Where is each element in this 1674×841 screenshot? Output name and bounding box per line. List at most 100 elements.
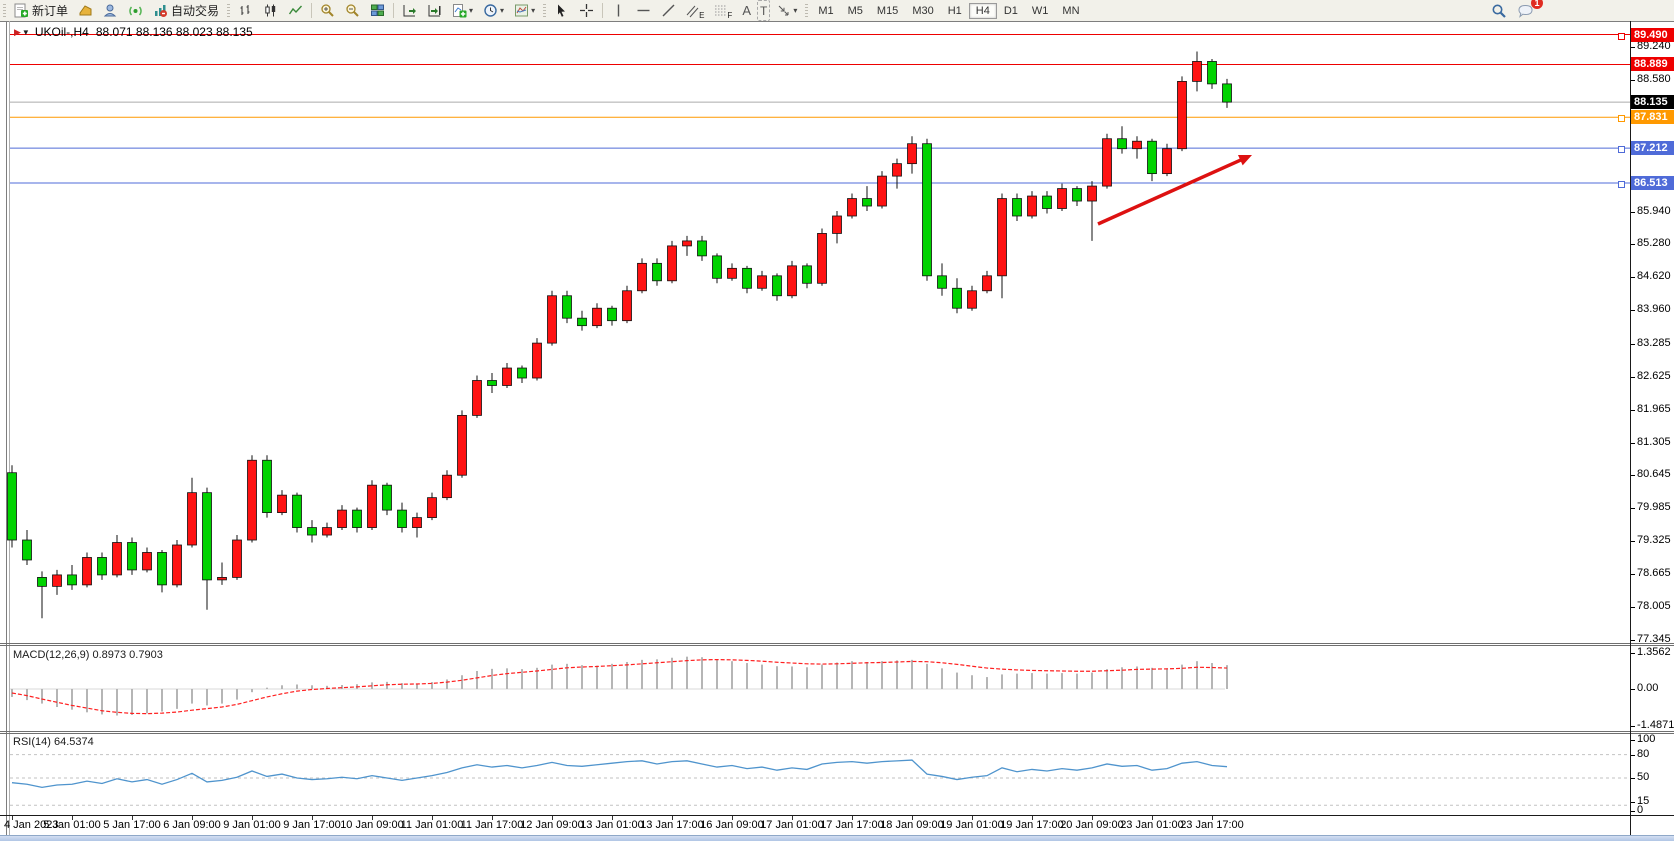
candle-bearish <box>652 258 662 286</box>
trendline-button[interactable] <box>657 0 680 21</box>
fibonacci-button[interactable]: F <box>710 0 736 21</box>
add-indicator-icon <box>453 4 467 18</box>
indicators-dropdown-icon: ▾ <box>469 6 474 15</box>
search-button[interactable] <box>1487 0 1511 21</box>
candle-bearish <box>712 253 722 284</box>
pane-splitter[interactable] <box>0 645 1674 646</box>
candle-body <box>742 267 752 289</box>
time-tick-mark <box>612 816 613 820</box>
time-axis-label: 19 Jan 01:00 <box>940 819 1004 831</box>
time-axis-label: 9 Jan 17:00 <box>283 819 341 831</box>
tab-timeframe-d1[interactable]: D1 <box>1003 4 1018 17</box>
notification-badge: 1 <box>1531 0 1543 9</box>
candle-bearish <box>697 235 707 261</box>
candle-body <box>397 509 407 528</box>
bar-chart-button[interactable] <box>234 0 257 21</box>
candle-body <box>547 295 557 344</box>
tab-timeframe-m1[interactable]: M1 <box>818 4 834 17</box>
crosshair-button[interactable] <box>575 0 598 21</box>
candlestick-chart-button[interactable] <box>259 0 282 21</box>
candle-body <box>802 265 812 284</box>
search-icon <box>1492 4 1506 18</box>
tab-timeframe-m5[interactable]: M5 <box>847 4 863 17</box>
chart-window-button[interactable] <box>74 0 97 21</box>
candle-body <box>127 542 137 571</box>
vertical-line-button[interactable] <box>607 0 630 21</box>
periods-button[interactable]: ▾ <box>479 0 508 21</box>
candle-bullish <box>877 171 887 209</box>
candle-body <box>322 527 332 536</box>
candle-bullish <box>967 285 977 311</box>
candle-bearish <box>307 520 317 543</box>
candle-bullish <box>322 522 332 538</box>
arrows-button[interactable]: ▾ <box>772 0 801 21</box>
candle-body <box>247 459 257 541</box>
candle-bearish <box>952 278 962 314</box>
template-button[interactable]: ▾ <box>510 0 539 21</box>
price-tick-label: 78.665 <box>1637 567 1671 579</box>
horizontal-line-button[interactable] <box>632 0 655 21</box>
candle-bullish <box>1177 76 1187 152</box>
pane-splitter[interactable] <box>0 643 1674 644</box>
tile-windows-button[interactable] <box>366 0 389 21</box>
candle-bullish <box>1027 191 1037 219</box>
price-tick-label: 81.305 <box>1637 436 1671 448</box>
line-chart-button[interactable] <box>284 0 307 21</box>
equidistant-channel-button[interactable]: E <box>682 0 708 21</box>
price-line-handle[interactable] <box>1618 33 1625 40</box>
time-tick-mark <box>252 816 253 820</box>
candle-body <box>562 295 572 319</box>
vertical-line-icon <box>617 4 620 17</box>
zoom-out-button[interactable] <box>341 0 364 21</box>
candle-bearish <box>922 138 932 281</box>
rsi-tick-mark <box>1630 740 1635 741</box>
tab-timeframe-w1[interactable]: W1 <box>1031 4 1049 17</box>
indicators-button[interactable]: ▾ <box>448 0 477 21</box>
candle-bullish <box>217 562 227 585</box>
price-tick-label: 84.620 <box>1637 270 1671 282</box>
signal-button[interactable] <box>124 0 147 21</box>
fibonacci-icon <box>715 5 727 16</box>
price-line-handle[interactable] <box>1618 181 1625 188</box>
price-tick-label: 79.325 <box>1637 534 1671 546</box>
candle-body <box>202 492 212 581</box>
new-order-button[interactable]: 新订单 <box>10 0 72 21</box>
macd-indicator-pane[interactable] <box>0 645 1630 731</box>
auto-scroll-button[interactable] <box>398 0 421 21</box>
zoom-in-button[interactable] <box>316 0 339 21</box>
pane-splitter[interactable] <box>0 733 1674 734</box>
price-line-handle[interactable] <box>1618 115 1625 122</box>
tab-timeframe-m30[interactable]: M30 <box>912 4 934 17</box>
time-tick-mark <box>192 816 193 820</box>
tab-timeframe-mn[interactable]: MN <box>1062 4 1080 17</box>
time-axis-label: 4 Jan 2023 <box>4 819 59 831</box>
price-tick-label: 85.940 <box>1637 205 1671 217</box>
rsi-axis-label: 15 <box>1637 795 1650 807</box>
time-tick-mark <box>552 816 553 820</box>
channel-icon <box>686 5 699 18</box>
candle-bearish <box>1147 138 1157 182</box>
candle-bullish <box>892 158 902 189</box>
rsi-axis-label: 0 <box>1637 804 1644 816</box>
profile-button[interactable] <box>99 0 122 21</box>
candle-body <box>292 494 302 528</box>
text-button[interactable]: A <box>738 0 755 21</box>
text-label-button[interactable]: T <box>756 0 771 21</box>
rsi-indicator-pane[interactable] <box>0 733 1630 815</box>
notifications-button[interactable]: 1 <box>1513 0 1543 21</box>
candle-body <box>7 472 17 541</box>
main-price-chart[interactable] <box>0 21 1630 643</box>
pane-splitter[interactable] <box>0 731 1674 732</box>
tab-timeframe-m15[interactable]: M15 <box>876 4 899 17</box>
auto-trading-button[interactable]: 自动交易 <box>149 0 223 21</box>
chart-shift-button[interactable] <box>423 0 446 21</box>
tab-timeframe-h4[interactable]: H4 <box>968 2 997 19</box>
rsi-axis-label: 50 <box>1637 771 1650 783</box>
cursor-button[interactable] <box>550 0 573 21</box>
time-tick-mark <box>12 816 13 820</box>
tab-timeframe-h1[interactable]: H1 <box>947 4 962 17</box>
candle-body <box>337 509 347 528</box>
candle-bullish <box>232 535 242 580</box>
candle-bullish <box>907 136 917 174</box>
price-line-handle[interactable] <box>1618 146 1625 153</box>
